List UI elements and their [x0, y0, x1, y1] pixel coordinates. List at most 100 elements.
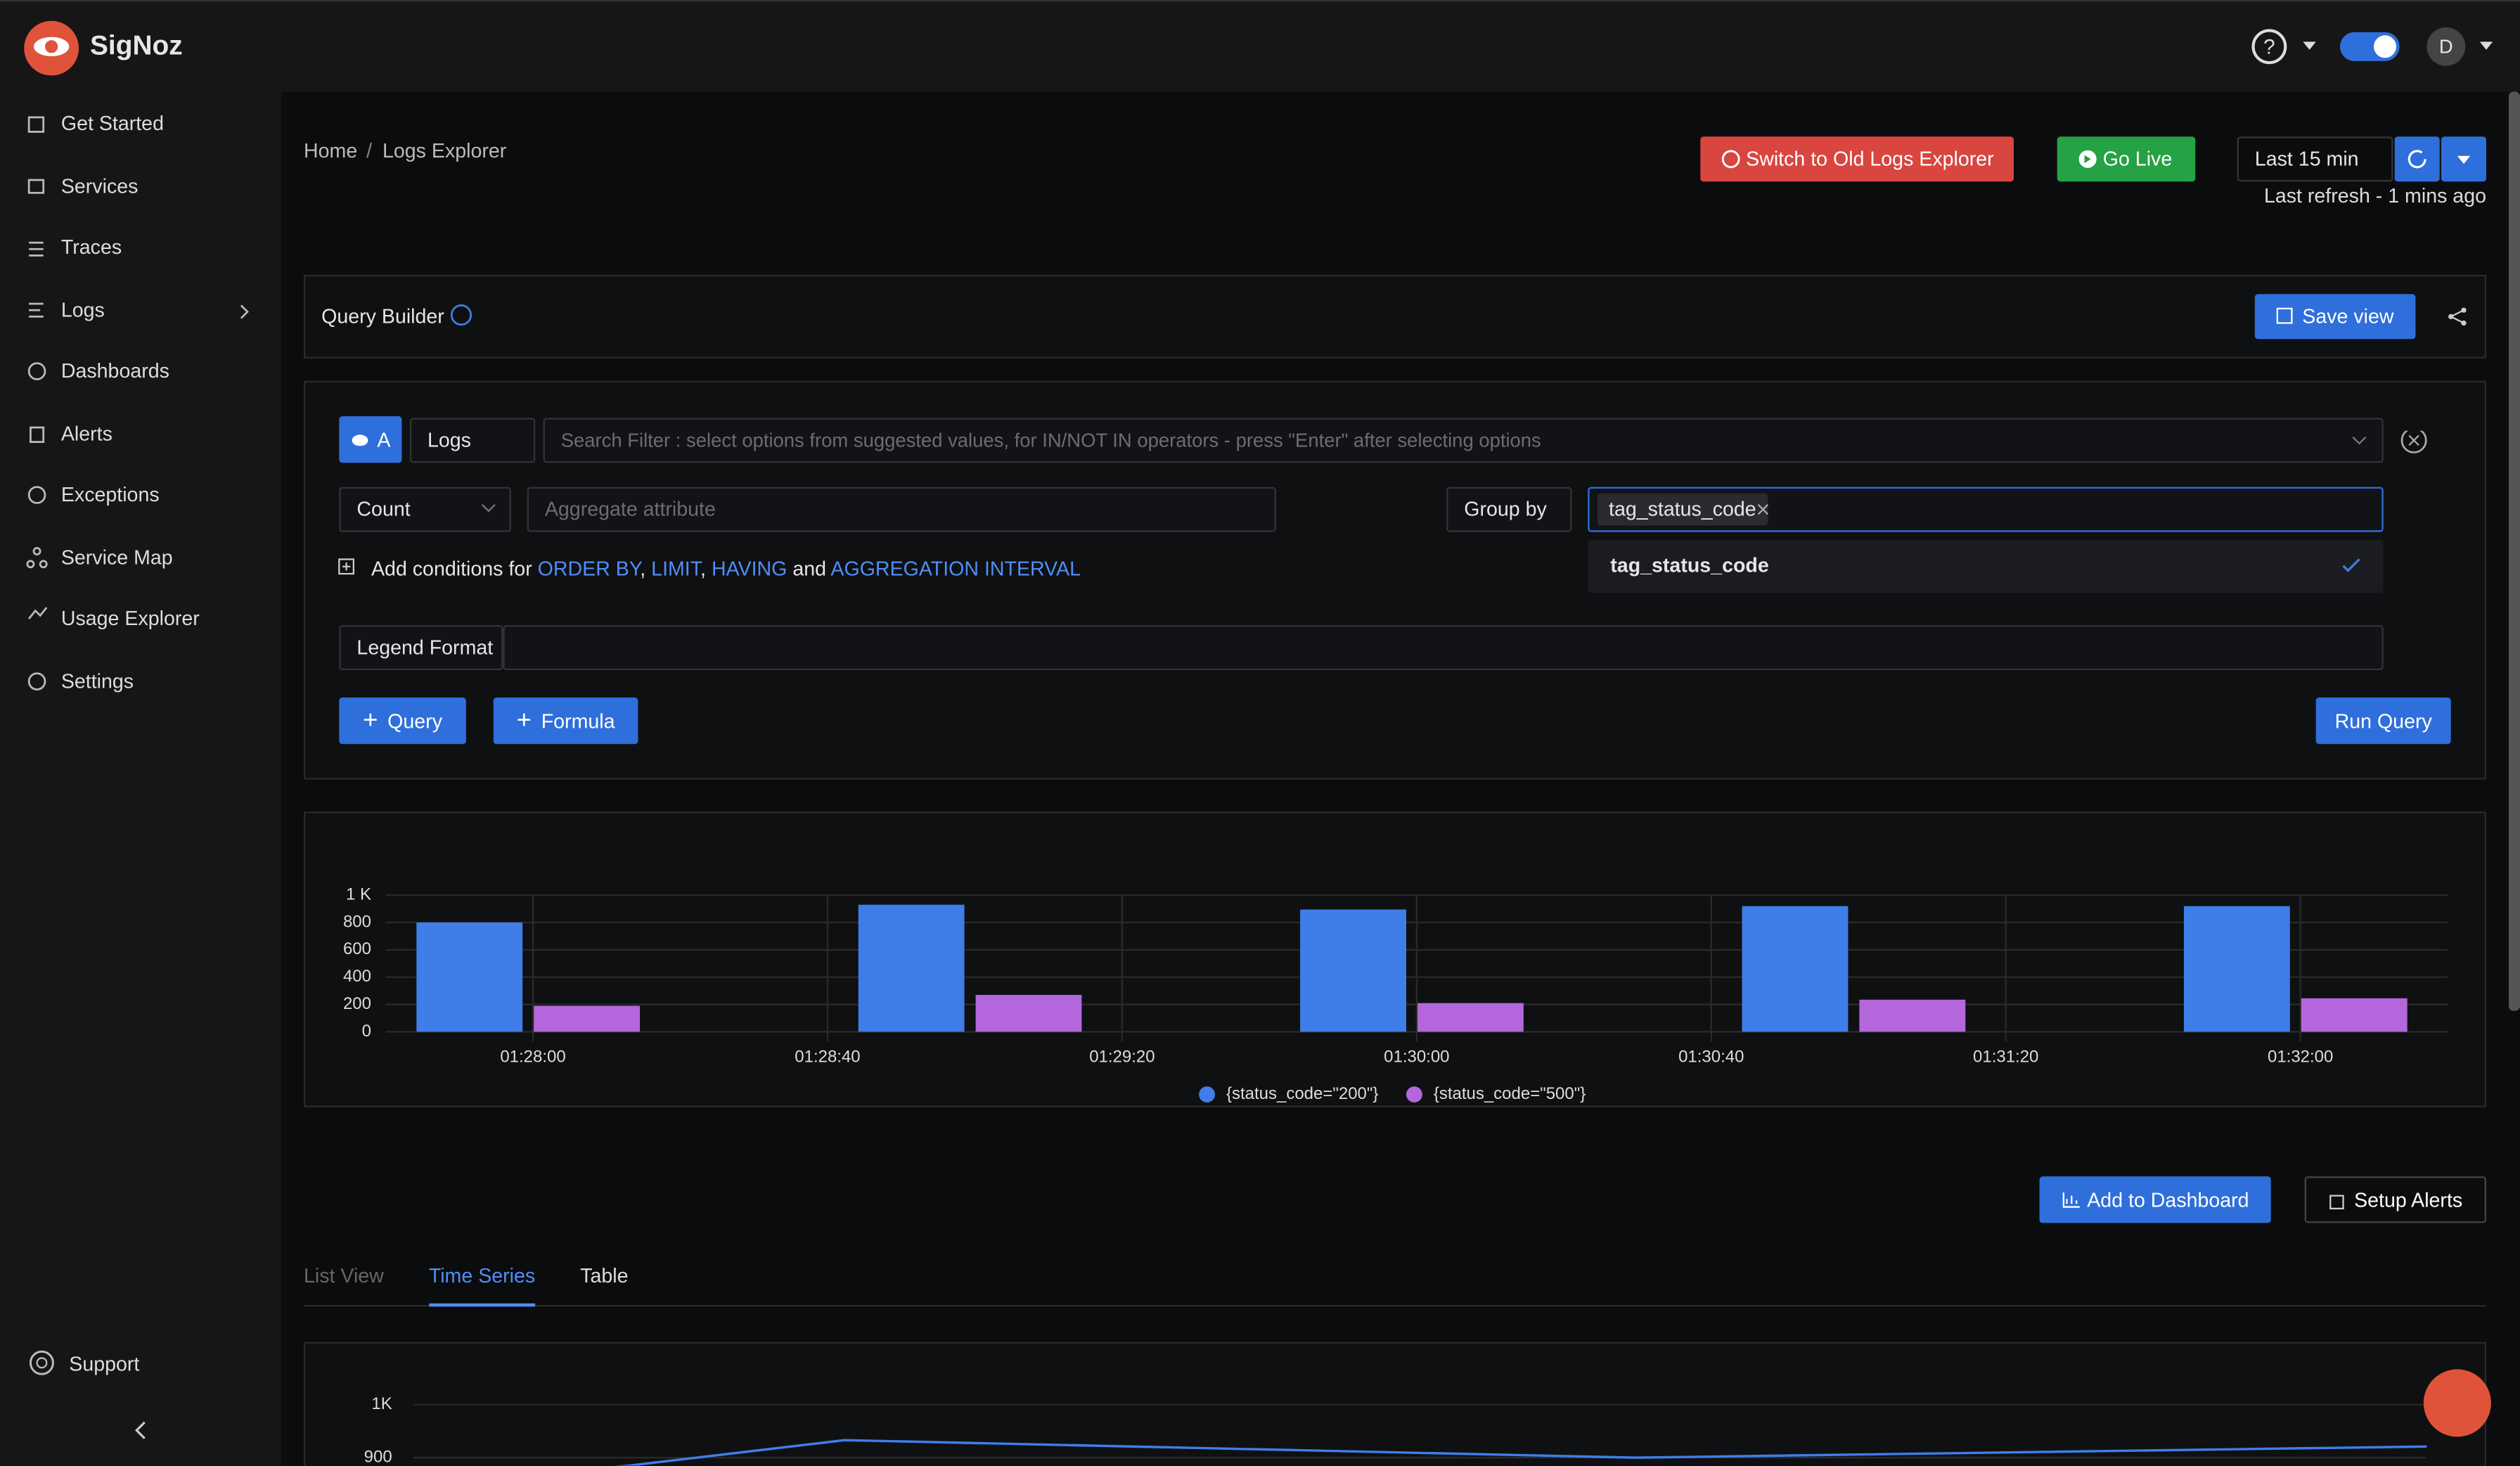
x-tick-label: 01:30:40: [1678, 1047, 1744, 1066]
check-icon: [2342, 558, 2360, 572]
line: [613, 1439, 2427, 1466]
y-tick-label: 400: [343, 967, 371, 986]
label: Logs: [427, 429, 471, 452]
nav-item[interactable]: Settings: [60, 670, 134, 693]
bar: [416, 922, 523, 1032]
x-tick-label: 01:28:40: [795, 1047, 860, 1066]
condition-link[interactable]: LIMIT: [651, 558, 701, 581]
label: Query: [387, 709, 442, 733]
query-name[interactable]: A: [339, 416, 402, 463]
placeholder: Search Filter : select options from sugg…: [560, 429, 1541, 452]
add-query-button[interactable]: + Query: [339, 697, 466, 745]
separator: ,: [640, 558, 646, 581]
x-tick-label: 01:30:00: [1384, 1047, 1449, 1066]
label: Formula: [541, 709, 615, 733]
breadcrumb-item: Logs Explorer: [382, 139, 507, 162]
nav-item[interactable]: Services: [60, 175, 139, 198]
condition-link[interactable]: AGGREGATION INTERVAL: [830, 558, 1081, 581]
scrollbar: [2508, 91, 2520, 1011]
label: Setup Alerts: [2354, 1188, 2463, 1211]
brand[interactable]: SigNoz: [89, 30, 183, 61]
help-icon[interactable]: [450, 304, 476, 330]
x-tick-label: 01:29:20: [1089, 1047, 1155, 1066]
nav-item[interactable]: Dashboards: [60, 359, 169, 382]
nav-item[interactable]: Exceptions: [60, 483, 160, 506]
bar: [2301, 998, 2408, 1032]
top-bar: [0, 0, 2520, 92]
nav-item[interactable]: Alerts: [60, 423, 112, 446]
support-icon: [29, 1350, 54, 1375]
refresh-button[interactable]: [2394, 136, 2440, 182]
bar: [1859, 999, 1966, 1032]
y-tick-label: 0: [362, 1022, 371, 1041]
y-tick-label: 900: [364, 1447, 392, 1465]
query-builder-header: [303, 274, 2486, 359]
logo: [24, 20, 79, 76]
go-live-button[interactable]: Go Live: [2057, 136, 2196, 182]
aggregate-select[interactable]: Count: [339, 487, 511, 532]
save-icons: [2276, 307, 2467, 326]
bar: [1300, 909, 1406, 1032]
breadcrumb-separator: /: [366, 139, 373, 162]
label: Go Live: [2102, 148, 2173, 171]
button-icons: [1721, 150, 2097, 169]
legend-marker: [1199, 1086, 1215, 1102]
sidebar: [0, 91, 281, 1466]
tab[interactable]: Time Series: [428, 1265, 536, 1307]
query-builder-title: Query Builder: [321, 305, 444, 328]
data-source-select[interactable]: Logs: [409, 418, 536, 463]
placeholder: Aggregate attribute: [544, 498, 716, 521]
legend-label: {status_code="200"}: [1226, 1084, 1378, 1103]
add-icon: [338, 558, 354, 575]
y-tick-label: 1K: [371, 1394, 392, 1413]
nav-item[interactable]: Get Started: [60, 112, 164, 135]
bar: [2183, 906, 2290, 1032]
collapse-icon[interactable]: [129, 1419, 151, 1441]
conditions-prefix: Add conditions for: [371, 558, 532, 581]
header-icons[interactable]: ?: [2250, 26, 2507, 67]
nav-item[interactable]: Usage Explorer: [60, 607, 200, 630]
y-tick-label: 200: [343, 994, 371, 1013]
last-refresh: Last refresh - 1 mins ago: [2263, 184, 2486, 207]
support[interactable]: Support: [69, 1353, 140, 1376]
setup-alerts-button[interactable]: Setup Alerts: [2304, 1176, 2486, 1223]
group-by-select[interactable]: tag_status_code: [1588, 487, 2384, 532]
nav-item[interactable]: Logs: [60, 299, 105, 322]
aggregate-attribute[interactable]: Aggregate attribute: [527, 487, 1276, 532]
tab[interactable]: Table: [580, 1264, 629, 1287]
add-formula-button[interactable]: + Formula: [493, 697, 638, 745]
time-select[interactable]: Last 15 min: [2237, 136, 2393, 182]
group-by-tag[interactable]: tag_status_code: [1597, 493, 1768, 526]
svg-text:?: ?: [2263, 35, 2275, 58]
tab[interactable]: List View: [303, 1264, 384, 1287]
chat-button[interactable]: [2423, 1369, 2491, 1437]
conditions: Add conditions for ORDER BY, LIMIT, HAVI…: [371, 558, 1081, 580]
condition-link[interactable]: ORDER BY: [537, 558, 641, 581]
label: Legend Format: [356, 636, 494, 660]
and: and: [792, 558, 827, 581]
group-by-label: Group by: [1446, 487, 1572, 532]
add-to-dashboard-button[interactable]: Add to Dashboard: [2039, 1176, 2271, 1223]
search-filter[interactable]: Search Filter : select options from sugg…: [543, 418, 2384, 463]
nav-item[interactable]: Traces: [60, 236, 122, 259]
save-view-button[interactable]: Save view: [2254, 294, 2416, 340]
breadcrumb-item[interactable]: Home: [303, 139, 358, 162]
nav-item[interactable]: Service Map: [60, 546, 173, 570]
switch-button[interactable]: Switch to Old Logs Explorer: [1700, 136, 2014, 182]
legend-format-input[interactable]: [503, 625, 2384, 671]
y-tick-label: 1 K: [346, 885, 371, 904]
bar: [534, 1005, 641, 1032]
avatar[interactable]: D: [2438, 35, 2453, 58]
action-icons: [2062, 1192, 2344, 1209]
x-tick-label: 01:31:20: [1973, 1047, 2038, 1066]
dropdown: [1588, 539, 2384, 593]
dropdown-option[interactable]: tag_status_code: [1610, 554, 1769, 577]
label: Count: [356, 498, 411, 521]
run-query-button[interactable]: Run Query: [2315, 697, 2451, 745]
label: Switch to Old Logs Explorer: [1746, 148, 1994, 171]
x-tick-label: 01:28:00: [500, 1047, 565, 1066]
condition-link[interactable]: HAVING: [711, 558, 788, 581]
